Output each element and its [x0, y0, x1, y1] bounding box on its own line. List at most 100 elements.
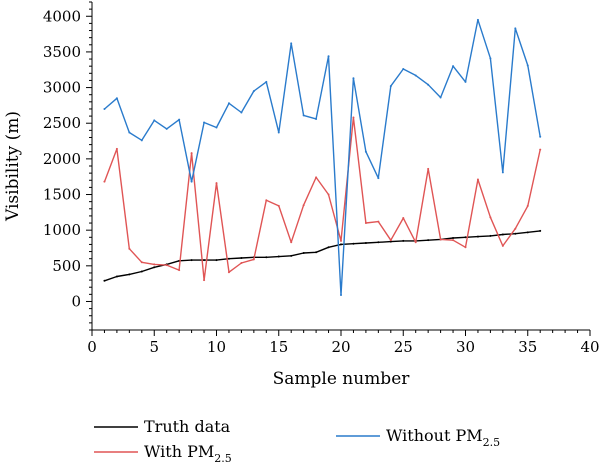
- without-pm25-point: [315, 117, 318, 120]
- with-pm25-point: [128, 247, 131, 250]
- without-pm25-point: [203, 121, 206, 124]
- with-pm25-point: [252, 258, 255, 261]
- truth-data-point: [340, 243, 342, 246]
- truth-data-point: [103, 279, 106, 282]
- without-pm25-point: [115, 97, 118, 100]
- with-pm25-point: [352, 116, 355, 119]
- without-pm25-point: [327, 55, 330, 58]
- with-pm25-point: [227, 271, 230, 274]
- truth-data-point: [290, 254, 293, 257]
- without-pm25-point: [215, 126, 218, 129]
- truth-data-point: [402, 239, 405, 242]
- truth-data-point: [315, 251, 318, 254]
- x-tick-label: 40: [580, 338, 599, 356]
- without-pm25-point: [489, 57, 492, 60]
- y-tick-label: 500: [52, 257, 81, 275]
- with-pm25-point: [203, 279, 206, 282]
- y-axis-title: Visibility (m): [3, 111, 23, 222]
- legend-subscript: 2.5: [214, 452, 232, 464]
- with-pm25-point: [315, 176, 318, 179]
- with-pm25-point: [364, 222, 367, 225]
- without-pm25-line: [104, 19, 541, 296]
- truth-data-point: [277, 255, 280, 258]
- with-pm25-point: [340, 239, 342, 242]
- x-tick-label: 20: [331, 338, 350, 356]
- with-pm25-point: [165, 264, 168, 267]
- without-pm25-point: [476, 18, 479, 21]
- without-pm25-point: [452, 65, 455, 68]
- with-pm25-point: [501, 244, 504, 247]
- truth-data-point: [501, 233, 504, 236]
- y-tick-label: 3500: [43, 43, 81, 61]
- without-pm25-point: [190, 180, 193, 183]
- without-pm25-point: [402, 68, 405, 71]
- truth-data-point: [364, 242, 367, 245]
- without-pm25-point: [439, 96, 442, 99]
- with-pm25-point: [514, 227, 517, 230]
- legend-label-truth-data: Truth data: [144, 417, 231, 436]
- legend-label-without-pm25: Without PM2.5: [386, 426, 500, 449]
- truth-data-point: [464, 236, 467, 239]
- without-pm25-point: [389, 85, 392, 88]
- y-tick-label: 4000: [43, 7, 81, 25]
- truth-data-point: [240, 256, 243, 259]
- without-pm25-point: [290, 42, 293, 45]
- with-pm25-point: [439, 238, 442, 241]
- truth-data-point: [389, 240, 392, 243]
- with-pm25-point: [215, 182, 218, 185]
- with-pm25-point: [178, 269, 181, 272]
- with-pm25-point: [402, 217, 405, 220]
- without-pm25-point: [178, 118, 181, 121]
- without-pm25-point: [377, 177, 380, 180]
- without-pm25-point: [414, 74, 417, 77]
- with-pm25-point: [277, 204, 280, 207]
- without-pm25-point: [103, 107, 106, 110]
- truth-data-point: [227, 257, 230, 260]
- truth-data-point: [190, 259, 193, 262]
- truth-data-point: [526, 231, 529, 234]
- without-pm25-point: [140, 139, 143, 142]
- with-pm25-point: [327, 193, 330, 196]
- without-pm25-point: [265, 80, 268, 83]
- without-pm25-point: [526, 64, 529, 67]
- truth-data-point: [153, 266, 156, 269]
- without-pm25-point: [514, 27, 517, 30]
- x-tick-label: 0: [87, 338, 97, 356]
- with-pm25-point: [452, 239, 455, 242]
- with-pm25-point: [290, 241, 293, 244]
- truth-data-point: [203, 259, 206, 262]
- with-pm25-point: [265, 199, 268, 202]
- x-tick-label: 5: [149, 338, 159, 356]
- without-pm25-point: [340, 294, 342, 297]
- without-pm25-point: [252, 90, 255, 93]
- with-pm25-point: [240, 261, 243, 264]
- without-pm25-point: [302, 114, 305, 117]
- truth-data-point: [427, 239, 430, 242]
- truth-data-point: [115, 275, 118, 278]
- x-tick-label: 15: [269, 338, 288, 356]
- without-pm25-point: [464, 80, 467, 83]
- truth-data-point: [215, 259, 218, 262]
- with-pm25-point: [476, 178, 479, 181]
- with-pm25-point: [190, 152, 193, 155]
- with-pm25-point: [389, 239, 392, 242]
- without-pm25-point: [227, 102, 230, 105]
- without-pm25-point: [364, 150, 367, 153]
- without-pm25-point: [153, 119, 156, 122]
- with-pm25-point: [302, 204, 305, 207]
- without-pm25-point: [501, 171, 504, 174]
- truth-data-point: [476, 235, 479, 238]
- truth-data-point: [377, 241, 380, 244]
- with-pm25-point: [377, 220, 380, 223]
- with-pm25-point: [115, 147, 118, 150]
- x-tick-label: 35: [518, 338, 537, 356]
- truth-data-point: [140, 270, 143, 273]
- y-tick-label: 3000: [43, 79, 81, 97]
- without-pm25-point: [352, 77, 355, 80]
- without-pm25-point: [128, 131, 131, 134]
- with-pm25-point: [464, 246, 467, 249]
- with-pm25-point: [539, 148, 542, 151]
- y-tick-label: 2500: [43, 114, 81, 132]
- without-pm25-point: [427, 83, 430, 86]
